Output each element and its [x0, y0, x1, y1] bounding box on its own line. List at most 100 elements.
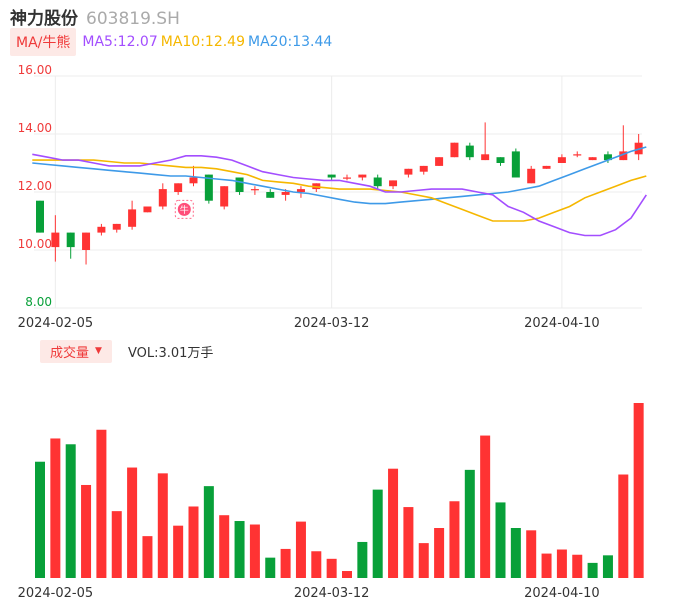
volume-bar	[618, 474, 629, 578]
volume-bar	[372, 489, 383, 578]
volume-bar	[203, 486, 214, 578]
candle-body	[573, 154, 582, 156]
candle-body	[481, 154, 490, 161]
candle-body	[358, 174, 367, 178]
volume-bar	[495, 502, 506, 578]
candle-body	[603, 154, 612, 161]
candle-body	[158, 189, 167, 207]
stock-name: 神力股份	[10, 9, 78, 29]
volume-bar	[403, 507, 414, 578]
bull-signal-label: 牛	[180, 204, 189, 216]
y-tick-label: 14.00	[18, 121, 52, 135]
ma5-value: MA5:12.07	[82, 34, 158, 50]
volume-bar	[434, 528, 445, 578]
candle-body	[435, 157, 444, 166]
chevron-down-icon: ▼	[95, 346, 102, 356]
volume-bar	[418, 543, 429, 578]
volume-bar	[526, 530, 537, 578]
volume-bar	[35, 461, 45, 578]
candle-body	[496, 157, 505, 163]
volume-bar	[541, 553, 552, 578]
volume-bar	[510, 528, 521, 578]
x-tick-label: 2024-03-12	[294, 316, 370, 331]
candle-body	[542, 165, 551, 169]
candle-body	[220, 186, 229, 207]
y-tick-label: 8.00	[25, 295, 52, 309]
stock-code: 603819.SH	[86, 9, 180, 29]
volume-legend: 成交量 ▼ VOL:3.01万手	[40, 339, 213, 363]
x-tick-label: 2024-04-10	[524, 586, 600, 601]
volume-bar	[480, 435, 491, 578]
volume-selector-label: 成交量	[50, 345, 90, 361]
volume-bar	[81, 484, 92, 578]
candle-body	[204, 174, 213, 201]
volume-bar	[249, 524, 260, 578]
candle-body	[450, 142, 459, 158]
candle-body	[128, 209, 137, 227]
y-tick-label: 10.00	[18, 237, 52, 251]
candle-body	[112, 223, 121, 230]
volume-bar	[188, 506, 199, 578]
candle-body	[266, 192, 275, 198]
candle-body	[389, 180, 398, 187]
volume-bar	[388, 468, 399, 578]
bull-signal-icon: 牛	[174, 199, 194, 219]
volume-bar	[111, 511, 122, 578]
candle-body	[97, 226, 106, 233]
volume-bar	[633, 403, 644, 578]
volume-bar	[311, 551, 322, 578]
ma-indicator-selector[interactable]: MA/牛熊	[10, 28, 77, 56]
ma10-line	[32, 159, 647, 222]
x-tick-label: 2024-02-05	[18, 316, 94, 331]
volume-bar	[295, 521, 306, 578]
candle-body	[419, 165, 428, 172]
volume-bar	[464, 469, 475, 578]
candle-body	[327, 174, 336, 178]
candle-body	[36, 200, 44, 233]
x-tick-label: 2024-03-12	[294, 586, 370, 601]
candle-body	[465, 145, 474, 158]
x-tick-label: 2024-04-10	[524, 316, 600, 331]
volume-bar	[157, 473, 168, 578]
volume-bar	[280, 548, 291, 578]
candle-body	[373, 177, 382, 187]
y-tick-label: 16.00	[18, 63, 52, 77]
candle-body	[511, 151, 520, 178]
ma20-line	[32, 146, 647, 205]
volume-bar	[602, 555, 613, 578]
ma-legend: MA/牛熊 MA5:12.07 MA10:12.49 MA20:13.44	[10, 28, 335, 56]
volume-bar	[173, 525, 184, 578]
bull-signal-frame	[174, 199, 194, 219]
candle-body	[250, 189, 259, 191]
candle-body	[281, 192, 290, 195]
volume-bar	[127, 467, 138, 578]
volume-bar	[219, 515, 230, 578]
ma5-line	[32, 153, 647, 237]
volume-bar	[50, 438, 61, 578]
ma10-value: MA10:12.49	[160, 34, 246, 50]
candle-body	[557, 157, 566, 163]
volume-bar	[556, 549, 567, 578]
stock-header: 神力股份 603819.SH	[10, 4, 180, 29]
candle-body	[588, 157, 597, 161]
candle-body	[343, 177, 351, 179]
candle-body	[619, 151, 628, 161]
candle-body	[235, 177, 244, 192]
x-tick-label: 2024-02-05	[18, 586, 94, 601]
candle-body	[296, 189, 305, 192]
volume-bar	[326, 558, 337, 578]
volume-bar	[572, 554, 583, 578]
volume-bar	[357, 541, 368, 578]
candle-body	[404, 168, 413, 175]
ma20-value: MA20:13.44	[248, 34, 333, 50]
y-tick-label: 12.00	[18, 179, 52, 193]
candle-body	[189, 177, 198, 184]
candle-body	[51, 232, 60, 248]
volume-indicator-selector[interactable]: 成交量 ▼	[40, 339, 112, 363]
candle-body	[174, 183, 183, 192]
volume-bar	[234, 521, 245, 578]
volume-bar	[265, 557, 276, 578]
volume-bar	[449, 501, 460, 578]
candle-body	[527, 168, 536, 184]
